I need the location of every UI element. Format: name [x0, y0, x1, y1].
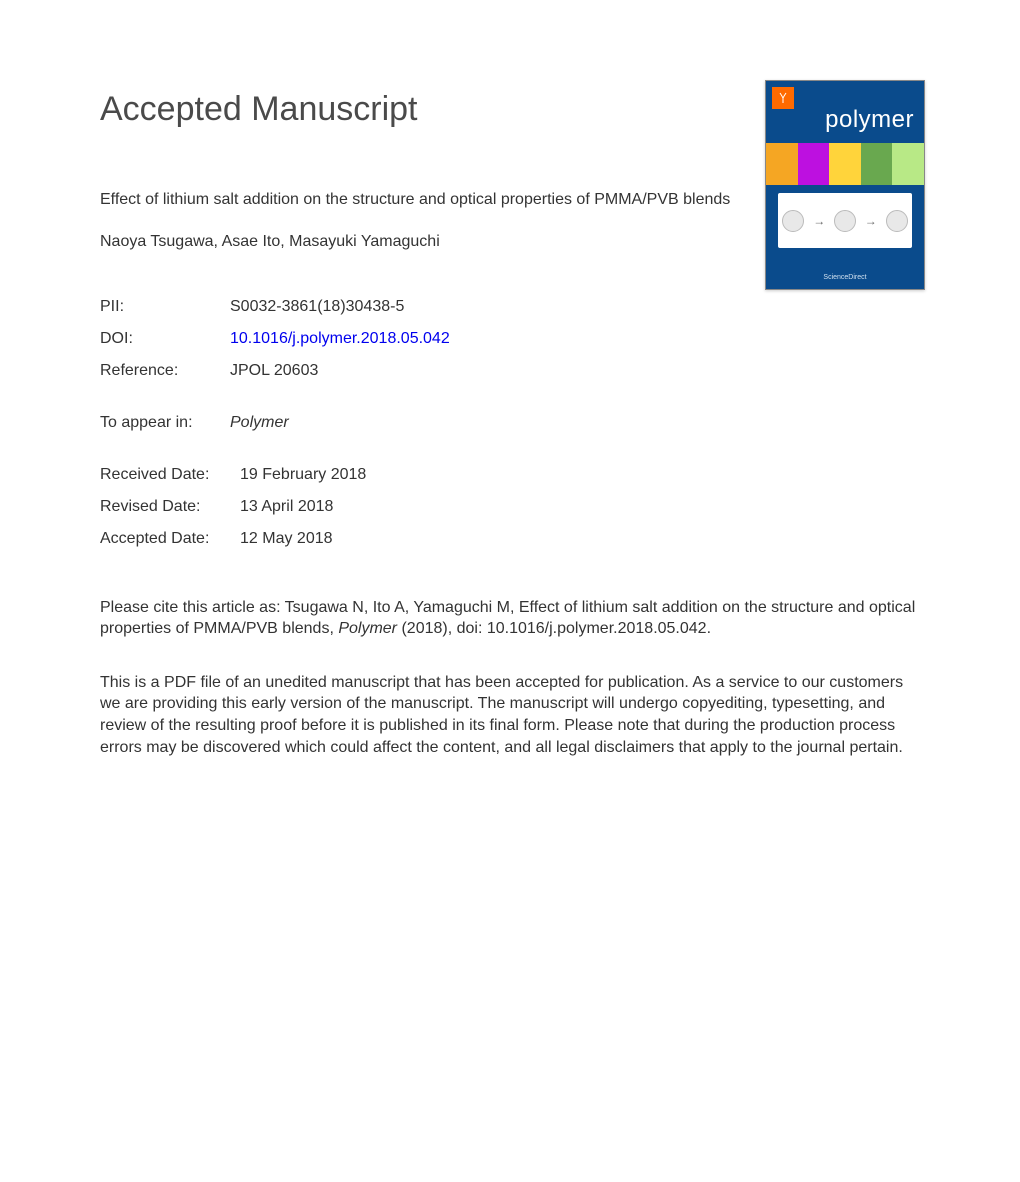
meta-value-revised-date: 13 April 2018	[240, 491, 333, 523]
meta-row-to-appear: To appear in: Polymer	[100, 407, 920, 439]
cover-footer-text: ScienceDirect	[766, 274, 924, 281]
manuscript-page: Accepted Manuscript polymer →→ ScienceDi…	[0, 0, 1020, 818]
meta-row-received: Received Date: 19 February 2018	[100, 459, 920, 491]
doi-link[interactable]: 10.1016/j.polymer.2018.05.042	[230, 323, 450, 355]
meta-label: DOI:	[100, 323, 230, 355]
meta-label: Accepted Date:	[100, 523, 240, 555]
meta-value-pii: S0032-3861(18)30438-5	[230, 291, 404, 323]
meta-row-doi: DOI: 10.1016/j.polymer.2018.05.042	[100, 323, 920, 355]
meta-row-reference: Reference: JPOL 20603	[100, 355, 920, 387]
meta-value-journal: Polymer	[230, 407, 289, 439]
disclaimer-paragraph: This is a PDF file of an unedited manusc…	[100, 672, 920, 758]
cover-figure: →→	[778, 193, 912, 248]
meta-label: To appear in:	[100, 407, 230, 439]
publisher-logo-icon	[772, 87, 794, 109]
meta-row-accepted: Accepted Date: 12 May 2018	[100, 523, 920, 555]
journal-cover-thumbnail: polymer →→ ScienceDirect	[765, 80, 925, 290]
metadata-block-journal: To appear in: Polymer	[100, 407, 920, 439]
citation-journal-name: Polymer	[338, 620, 397, 637]
meta-value-reference: JPOL 20603	[230, 355, 318, 387]
citation-instruction: Please cite this article as: Tsugawa N, …	[100, 597, 920, 640]
meta-label: Received Date:	[100, 459, 240, 491]
meta-value-received-date: 19 February 2018	[240, 459, 366, 491]
article-title: Effect of lithium salt addition on the s…	[100, 189, 740, 211]
meta-row-revised: Revised Date: 13 April 2018	[100, 491, 920, 523]
meta-row-pii: PII: S0032-3861(18)30438-5	[100, 291, 920, 323]
citation-text-suffix: (2018), doi: 10.1016/j.polymer.2018.05.0…	[397, 620, 711, 637]
cover-image-strip	[766, 143, 924, 185]
meta-label: Reference:	[100, 355, 230, 387]
meta-value-accepted-date: 12 May 2018	[240, 523, 333, 555]
metadata-block-dates: Received Date: 19 February 2018 Revised …	[100, 459, 920, 555]
journal-cover-title: polymer	[825, 106, 914, 134]
meta-label: Revised Date:	[100, 491, 240, 523]
meta-label: PII:	[100, 291, 230, 323]
metadata-block-identifiers: PII: S0032-3861(18)30438-5 DOI: 10.1016/…	[100, 291, 920, 387]
